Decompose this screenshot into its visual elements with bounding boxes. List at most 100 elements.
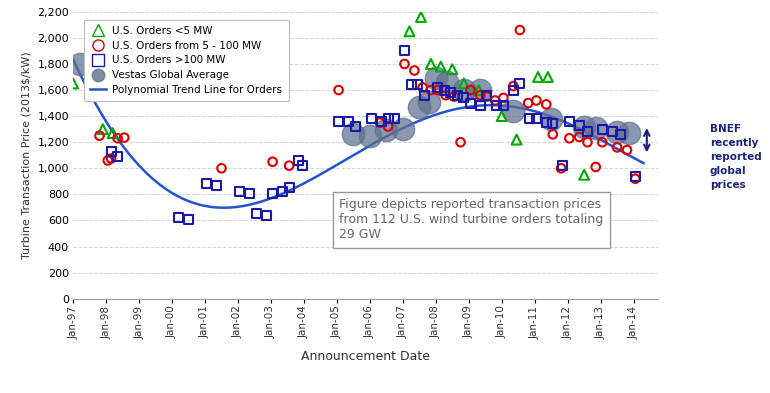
Point [405, 82, 417, 88]
Point [596, 139, 608, 145]
Point [347, 131, 360, 138]
Legend: U.S. Orders <5 MW, U.S. Orders from 5 - 100 MW, U.S. Orders >100 MW, Vestas Glob: U.S. Orders <5 MW, U.S. Orders from 5 - … [84, 20, 289, 101]
Point [464, 100, 477, 106]
Point [578, 123, 591, 130]
Point [441, 79, 454, 85]
Point [250, 211, 263, 217]
Point [105, 148, 117, 154]
Point [408, 67, 420, 73]
Point [507, 108, 520, 114]
Point [545, 116, 557, 122]
Point [457, 81, 470, 87]
Point [283, 185, 295, 191]
Point [457, 95, 470, 101]
Point [398, 61, 410, 67]
Point [431, 87, 444, 93]
Point [474, 103, 487, 109]
Point [333, 118, 345, 125]
Point [200, 181, 213, 187]
Point [430, 75, 442, 81]
Point [118, 134, 130, 141]
Point [216, 165, 228, 171]
Point [581, 139, 594, 145]
Point [365, 116, 377, 122]
Point [542, 74, 554, 80]
Point [112, 153, 124, 160]
Point [522, 100, 534, 106]
Point [438, 87, 450, 93]
Point [557, 163, 569, 169]
Point [93, 132, 105, 139]
Point [611, 129, 623, 135]
Point [446, 66, 458, 72]
Point [514, 81, 526, 87]
Point [496, 113, 508, 119]
Point [388, 116, 400, 122]
Point [497, 103, 510, 109]
Point [596, 126, 608, 132]
Point [440, 92, 452, 98]
Point [74, 61, 86, 67]
Point [621, 147, 633, 153]
Text: Figure depicts reported transaction prices
from 112 U.S. wind turbine orders tot: Figure depicts reported transaction pric… [340, 198, 604, 241]
Point [375, 118, 387, 125]
Point [333, 87, 345, 93]
Point [457, 87, 470, 93]
Point [532, 74, 544, 80]
Point [102, 157, 114, 163]
Point [629, 173, 641, 179]
Point [611, 144, 623, 151]
Point [540, 119, 552, 126]
Point [97, 126, 109, 132]
Point [425, 87, 437, 93]
Point [233, 189, 246, 195]
Point [431, 84, 444, 90]
Point [448, 94, 460, 100]
Point [106, 130, 119, 136]
Point [480, 92, 493, 98]
Point [524, 116, 536, 122]
Point [614, 131, 627, 138]
Point [511, 136, 523, 143]
Point [276, 189, 289, 195]
Point [547, 121, 559, 127]
Point [417, 84, 429, 90]
Point [451, 92, 464, 98]
Point [578, 172, 591, 178]
Point [397, 126, 409, 132]
Point [418, 92, 430, 98]
Point [423, 99, 435, 105]
Point [590, 164, 602, 170]
Point [382, 116, 394, 122]
Point [563, 135, 575, 141]
Point [514, 27, 526, 33]
Point [629, 176, 641, 182]
Point [507, 87, 520, 93]
Point [293, 157, 305, 163]
Point [349, 123, 361, 130]
Point [266, 190, 279, 196]
Point [112, 135, 124, 141]
Point [547, 131, 559, 138]
Point [444, 90, 457, 96]
Point [266, 159, 279, 165]
Point [182, 216, 195, 222]
X-axis label: Announcement Date: Announcement Date [301, 350, 430, 363]
Point [497, 95, 510, 101]
Point [474, 92, 487, 98]
Point [425, 61, 437, 67]
Point [540, 101, 552, 108]
Point [403, 28, 416, 35]
Point [283, 163, 295, 169]
Point [581, 129, 594, 135]
Point [259, 212, 272, 219]
Point [363, 132, 376, 139]
Point [473, 87, 485, 93]
Point [573, 134, 585, 140]
Point [210, 182, 223, 188]
Point [172, 215, 185, 221]
Point [590, 125, 602, 131]
Y-axis label: Turbine Transaction Price (2013$/kW): Turbine Transaction Price (2013$/kW) [22, 51, 32, 259]
Point [474, 87, 487, 93]
Point [105, 155, 117, 162]
